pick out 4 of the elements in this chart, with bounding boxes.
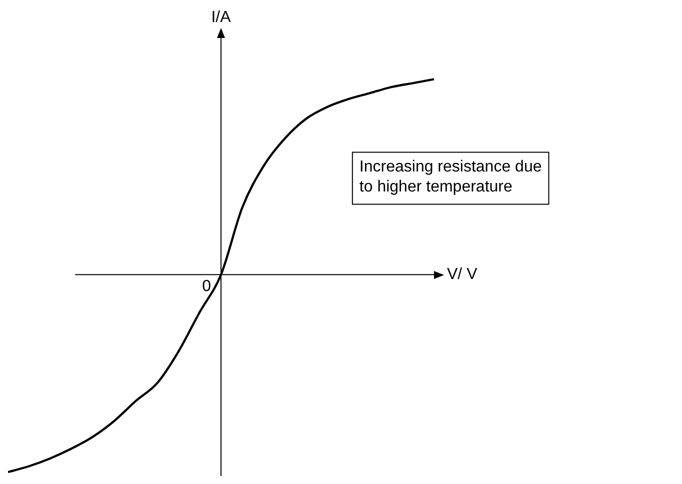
x-axis-title: V/ V (447, 266, 478, 284)
annotation: 0 (202, 278, 212, 296)
y-axis-title: I/A (211, 9, 232, 26)
annotation: Increasing resistance due to higher temperature (359, 158, 542, 196)
